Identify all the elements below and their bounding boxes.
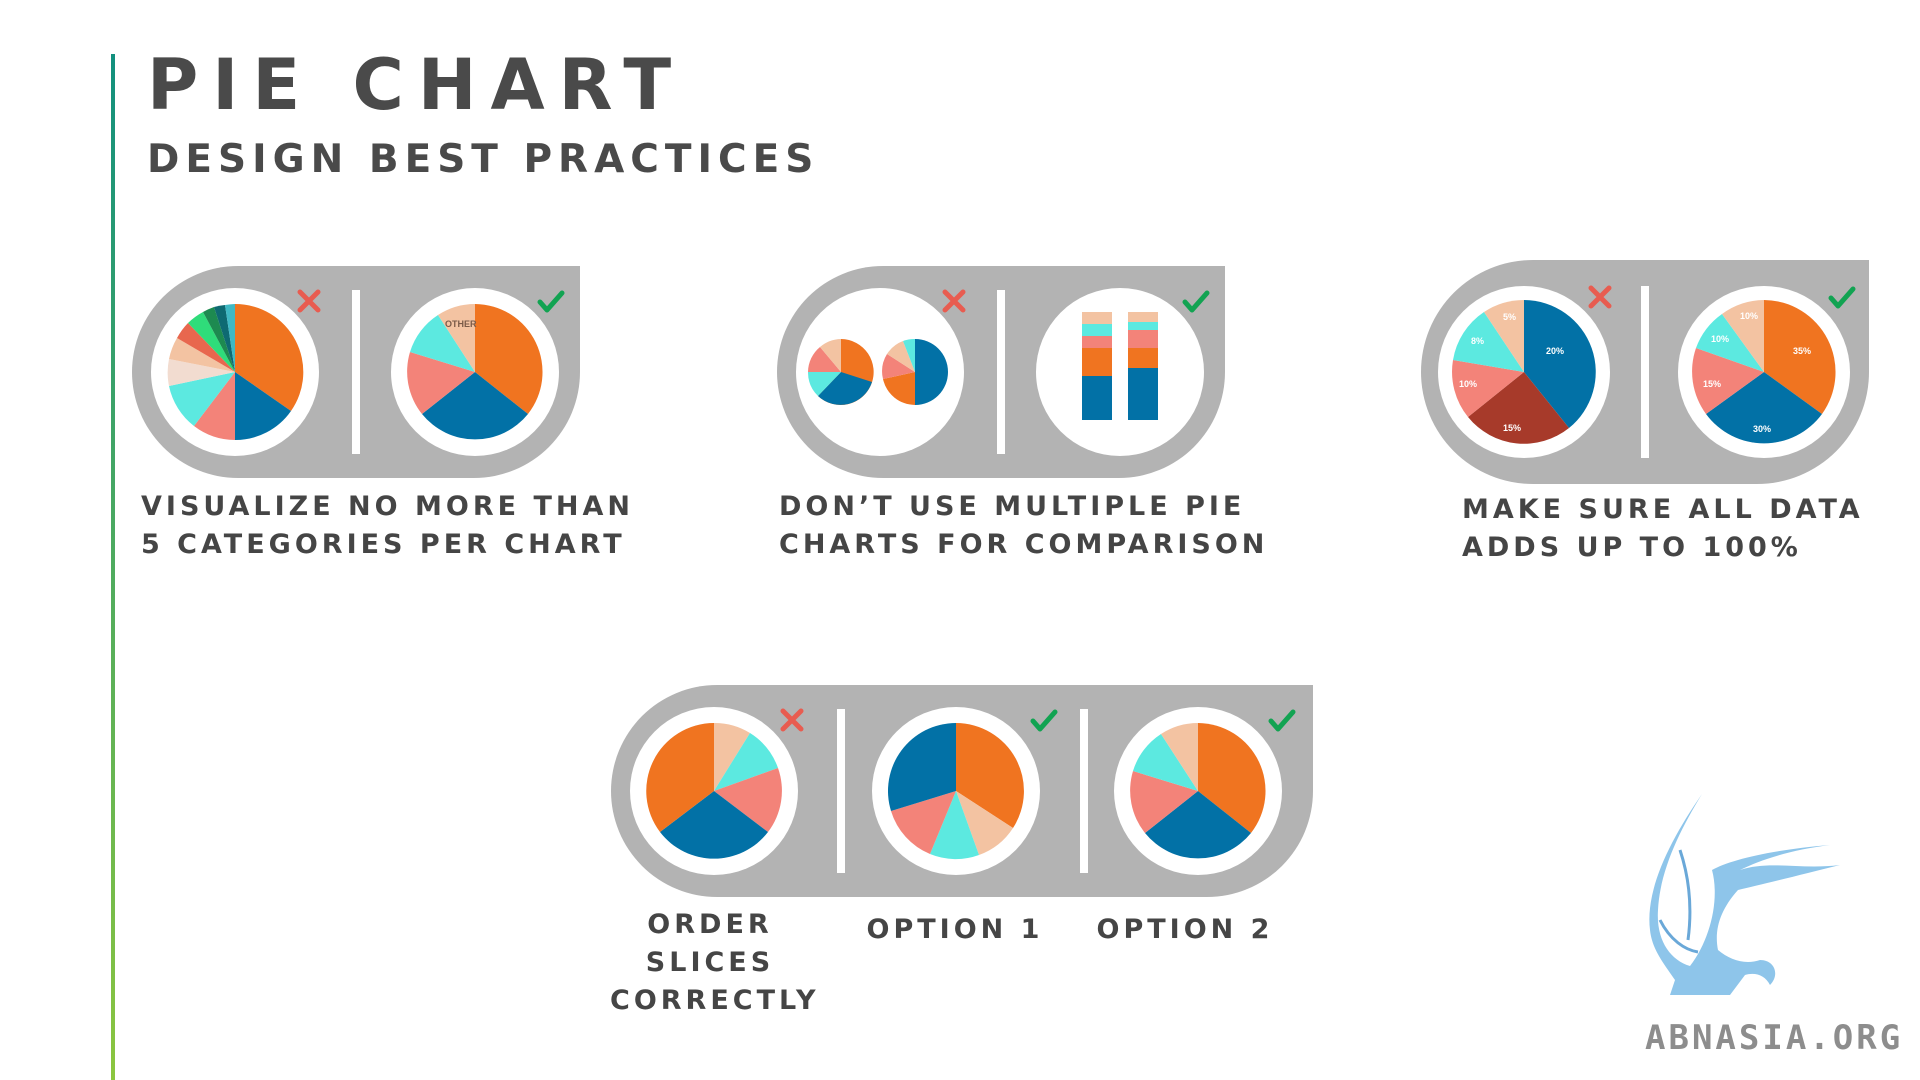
check-icon <box>1268 709 1296 732</box>
accent-line <box>111 54 115 1080</box>
caption-option-1: OPTION 1 <box>866 914 1044 945</box>
cross-icon <box>780 708 804 732</box>
svg-text:15%: 15% <box>1703 379 1721 389</box>
panel-order-slices <box>611 685 1313 897</box>
small-pie-right <box>882 338 948 405</box>
svg-text:5%: 5% <box>1503 312 1516 322</box>
check-icon <box>1828 286 1856 309</box>
option-2-pie <box>1114 707 1282 875</box>
panel-100-percent: 5% 8% 10% 15% 20% 10% 10% 15% 30% 35% <box>1421 260 1869 484</box>
multiple-pies <box>796 288 964 456</box>
too-many-categories-pie <box>151 288 319 456</box>
cross-icon <box>1588 285 1612 309</box>
cross-icon <box>942 289 966 313</box>
caption-comparison: DON’T USE MULTIPLE PIE CHARTS FOR COMPAR… <box>779 491 1269 560</box>
svg-text:15%: 15% <box>1503 423 1521 433</box>
svg-text:10%: 10% <box>1459 379 1477 389</box>
griffin-logo <box>1649 794 1840 995</box>
svg-text:30%: 30% <box>1753 424 1771 434</box>
unordered-pie <box>630 707 798 875</box>
logo-wordmark: ABNASIA.ORG <box>1645 1018 1904 1058</box>
caption-100-percent: MAKE SURE ALL DATA ADDS UP TO 100% <box>1462 494 1864 563</box>
svg-text:20%: 20% <box>1546 346 1564 356</box>
good-percent-pie: 10% 10% 15% 30% 35% <box>1678 286 1850 458</box>
cross-icon <box>297 289 321 313</box>
option-1-pie <box>872 707 1040 875</box>
caption-categories: VISUALIZE NO MORE THAN 5 CATEGORIES PER … <box>141 491 634 560</box>
svg-text:35%: 35% <box>1793 346 1811 356</box>
check-icon <box>1030 709 1058 732</box>
five-categories-pie: OTHER <box>391 288 559 456</box>
panel-categories: OTHER <box>132 266 580 478</box>
small-pie-left <box>807 339 874 405</box>
check-icon <box>537 290 565 313</box>
svg-text:10%: 10% <box>1711 334 1729 344</box>
check-icon <box>1182 290 1210 313</box>
other-slice-label: OTHER <box>445 319 477 329</box>
panel-comparison <box>777 266 1225 478</box>
svg-text:10%: 10% <box>1740 311 1758 321</box>
caption-order-slices: ORDER SLICES CORRECTLY <box>610 909 820 1016</box>
page-title: PIE CHART <box>147 44 686 126</box>
svg-text:8%: 8% <box>1471 336 1484 346</box>
page-subtitle: DESIGN BEST PRACTICES <box>147 137 820 182</box>
bad-percent-pie: 5% 8% 10% 15% 20% <box>1438 286 1610 458</box>
stacked-bars <box>1036 288 1204 456</box>
caption-option-2: OPTION 2 <box>1096 914 1274 945</box>
